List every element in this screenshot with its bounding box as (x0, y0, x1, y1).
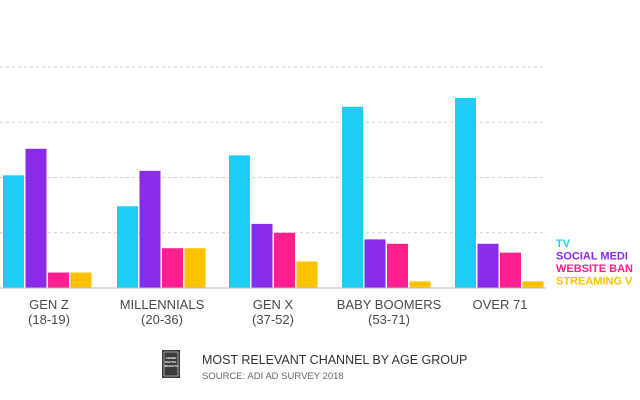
x-tick-label-3: BABY BOOMERS (53-71) (337, 297, 442, 327)
bar-0-0 (3, 175, 24, 288)
bars (3, 97, 544, 288)
bar-3-1 (364, 239, 386, 288)
bar-3-2 (387, 243, 408, 288)
legend-item-2: WEBSITE BAN (556, 263, 633, 275)
bar-1-0 (117, 206, 138, 288)
bar-4-2 (500, 252, 521, 288)
logo-line-3: INSIGHTS (164, 364, 178, 368)
gridlines (0, 66, 546, 234)
footer-title: MOST RELEVANT CHANNEL BY AGE GROUP (202, 353, 467, 367)
bar-2-3 (296, 261, 318, 288)
bar-4-3 (522, 281, 544, 288)
bar-2-1 (251, 223, 273, 288)
bar-1-3 (184, 248, 206, 288)
footer: ADOBE DIGITAL INSIGHTS MOST RELEVANT CHA… (162, 350, 467, 382)
bar-2-2 (274, 232, 295, 288)
bar-2-0 (229, 155, 250, 288)
legend-item-3: STREAMING V (556, 276, 633, 288)
x-axis-labels: GEN Z (18-19) MILLENNIALS (20-36) GEN X (37-5… (28, 297, 527, 327)
bar-1-1 (139, 170, 161, 288)
bar-0-2 (48, 272, 69, 288)
bar-0-1 (25, 148, 47, 288)
x-tick-label-0: GEN Z (18-19) (28, 297, 70, 327)
x-tick-label-1: MILLENNIALS (20-36) (120, 297, 205, 327)
bar-1-2 (162, 248, 183, 288)
bar-0-3 (70, 272, 92, 288)
x-tick-label-2: GEN X (37-52) (252, 297, 294, 327)
bar-3-3 (409, 281, 431, 288)
x-tick-label-4: OVER 71 (473, 297, 528, 312)
bar-4-1 (477, 243, 499, 288)
bar-3-0 (342, 106, 363, 288)
logo-line-1: ADOBE (166, 356, 177, 360)
bar-4-0 (455, 97, 476, 288)
legend-item-1: SOCIAL MEDI (556, 251, 628, 263)
logo-line-2: DIGITAL (165, 360, 177, 364)
legend-item-0: TV (556, 238, 571, 250)
footer-source: SOURCE: ADI AD SURVEY 2018 (202, 371, 344, 382)
adi-logo: ADOBE DIGITAL INSIGHTS (162, 350, 180, 378)
